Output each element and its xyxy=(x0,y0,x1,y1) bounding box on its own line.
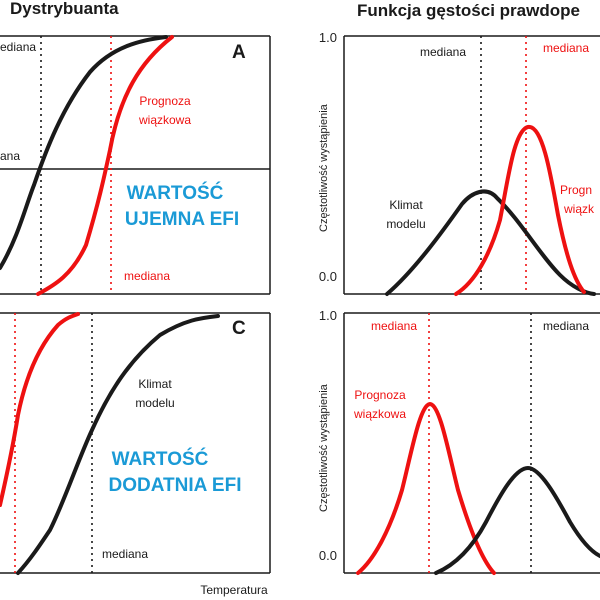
panel-b-median-black: mediana xyxy=(420,45,466,59)
panel-b-ensemble-curve xyxy=(454,125,586,296)
panel-c-ensemble-curve xyxy=(0,312,80,507)
panel-a-ensemble-label-2: wiązkowa xyxy=(138,113,191,127)
panel-b-climate-label-2: modelu xyxy=(386,217,425,231)
panel-d-ytick-top: 1.0 xyxy=(319,308,337,323)
panel-c-letter: C xyxy=(232,318,246,339)
panel-a-letter: A xyxy=(232,42,246,63)
panel-a-ensemble-label-1: Prognoza xyxy=(139,94,191,108)
title-cdf: Dystrybuanta xyxy=(10,0,119,18)
panel-b-climate-curve xyxy=(385,189,596,296)
panel-b-ylabel: Częstotliwość wystąpienia xyxy=(318,103,330,232)
panel-a-median-label-top: ediana xyxy=(0,40,36,54)
panel-b-ytick-bottom: 0.0 xyxy=(319,269,337,284)
panel-d-ensemble-label-2: wiązkowa xyxy=(353,407,406,421)
panel-c: C Klimat modelu WARTOŚĆ DODATNIA EFI med… xyxy=(0,312,271,575)
panel-c-efi-line1: WARTOŚĆ xyxy=(112,448,209,470)
panel-b-ensemble-label-1: Progn xyxy=(560,183,592,197)
x-axis-label: Temperatura xyxy=(200,583,268,597)
panel-d-climate-curve xyxy=(434,466,600,575)
panel-a-ensemble-curve xyxy=(36,35,174,296)
panel-d-ytick-bottom: 0.0 xyxy=(319,548,337,563)
title-pdf: Funkcja gęstości prawdope xyxy=(357,1,580,20)
panel-d-median-red: mediana xyxy=(371,319,417,333)
panel-c-climate-label-2: modelu xyxy=(135,396,174,410)
panel-c-efi-line2: DODATNIA EFI xyxy=(109,475,242,496)
panel-a: ediana ana A Prognoza wiązkowa WARTOŚĆ U… xyxy=(0,35,271,296)
panel-a-efi-line2: UJEMNA EFI xyxy=(125,209,239,230)
panel-b-climate-label-1: Klimat xyxy=(389,198,423,212)
panel-b: 1.0 0.0 Częstotliwość wystąpienia median… xyxy=(318,30,600,296)
panel-a-efi-line1: WARTOŚĆ xyxy=(127,182,224,204)
panel-d-ensemble-curve xyxy=(356,402,496,575)
panel-c-climate-curve xyxy=(16,314,220,575)
panel-b-ensemble-label-2: wiązk xyxy=(563,202,595,216)
panel-d: 1.0 0.0 Częstotliwość wystąpienia median… xyxy=(318,308,600,575)
panel-a-climate-curve xyxy=(0,35,168,270)
panel-c-median-label: mediana xyxy=(102,547,148,561)
panel-a-median-label-mid: ana xyxy=(0,149,20,163)
panel-a-median-label: mediana xyxy=(124,269,170,283)
panel-d-median-black: mediana xyxy=(543,319,589,333)
panel-d-ylabel: Częstotliwość wystąpienia xyxy=(318,383,330,512)
panel-d-ensemble-label-1: Prognoza xyxy=(354,388,406,402)
panel-b-median-red: mediana xyxy=(543,41,589,55)
panel-b-ytick-top: 1.0 xyxy=(319,30,337,45)
panel-c-climate-label-1: Klimat xyxy=(138,377,172,391)
